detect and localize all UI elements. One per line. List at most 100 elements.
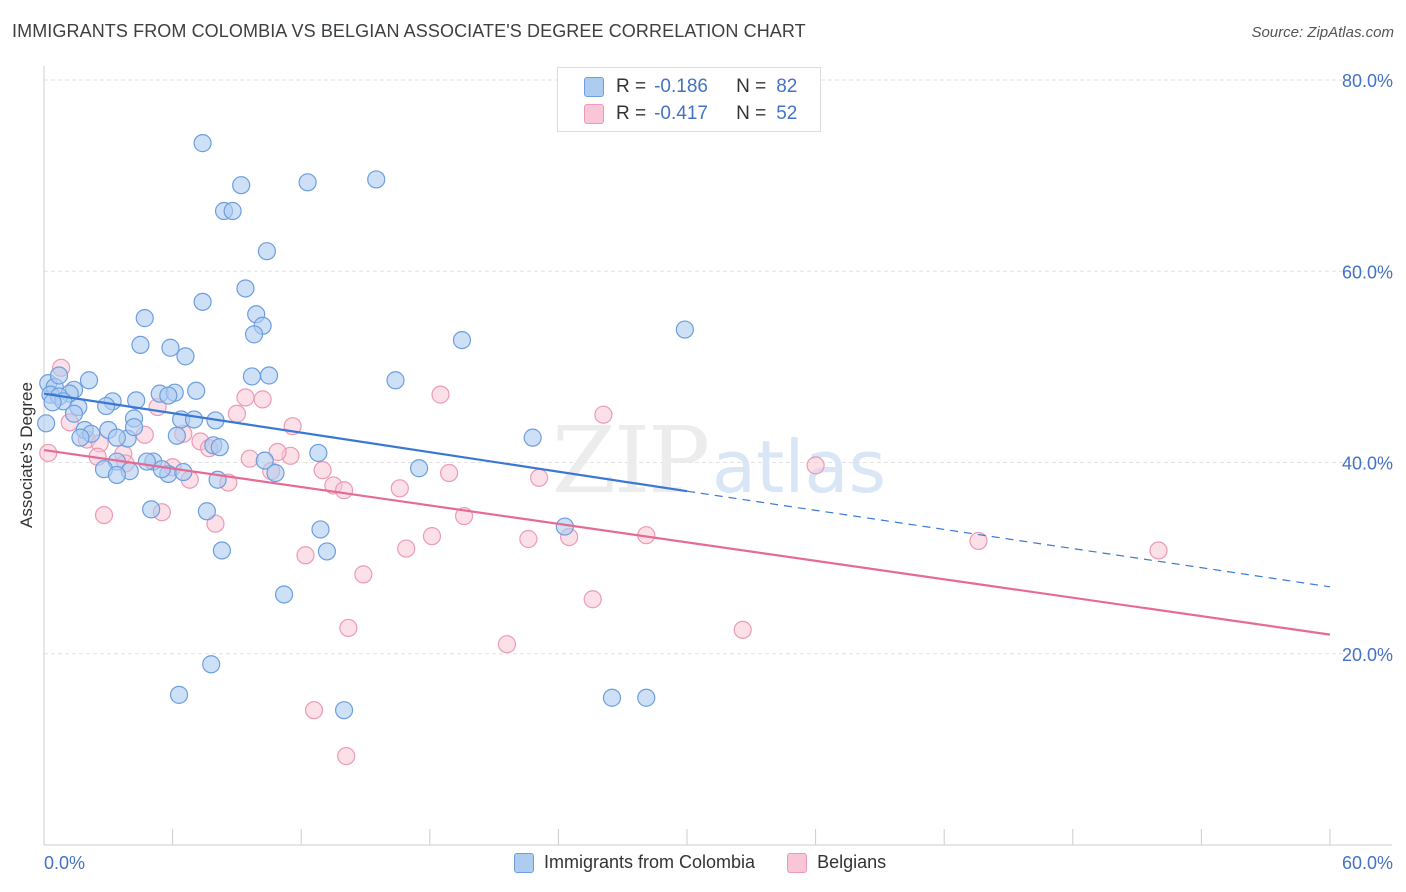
trend-lines bbox=[43, 392, 1331, 636]
n-label: N = bbox=[736, 76, 767, 97]
legend-label: Belgians bbox=[817, 852, 887, 872]
data-point-belgians bbox=[268, 442, 287, 462]
data-point-colombia bbox=[223, 201, 242, 221]
data-point-colombia bbox=[187, 381, 206, 400]
r-value: -0.417 bbox=[654, 103, 708, 124]
trend-line-colombia-projection bbox=[686, 490, 1331, 588]
data-point-belgians bbox=[1149, 541, 1168, 560]
series-legend: Immigrants from Colombia Belgians bbox=[514, 852, 918, 873]
data-point-belgians bbox=[339, 618, 358, 638]
data-point-colombia bbox=[266, 463, 285, 483]
data-point-belgians bbox=[313, 461, 332, 480]
data-point-colombia bbox=[43, 393, 62, 412]
data-point-belgians bbox=[390, 479, 409, 498]
data-point-belgians bbox=[39, 443, 58, 463]
data-point-colombia bbox=[367, 170, 386, 189]
data-point-belgians bbox=[422, 527, 442, 546]
data-point-belgians bbox=[337, 746, 356, 766]
data-point-colombia bbox=[386, 371, 405, 390]
data-point-colombia bbox=[79, 371, 99, 390]
data-point-colombia bbox=[602, 688, 622, 707]
legend-label: Immigrants from Colombia bbox=[544, 852, 756, 872]
data-point-colombia bbox=[193, 134, 212, 153]
data-point-colombia bbox=[49, 366, 69, 385]
data-point-belgians bbox=[806, 456, 825, 475]
y-tick-label: 20.0% bbox=[1342, 645, 1393, 665]
data-point-belgians bbox=[530, 468, 549, 487]
data-point-colombia bbox=[184, 410, 204, 429]
r-value: -0.186 bbox=[654, 76, 708, 97]
belgians-swatch bbox=[584, 104, 604, 124]
data-point-colombia bbox=[409, 459, 429, 478]
data-point-colombia bbox=[244, 325, 264, 344]
data-point-colombia bbox=[236, 279, 255, 298]
data-point-colombia bbox=[452, 331, 472, 350]
data-point-colombia bbox=[298, 173, 317, 192]
data-point-colombia bbox=[64, 404, 84, 423]
data-point-colombia bbox=[309, 443, 328, 463]
x-tick-label: 60.0% bbox=[1342, 853, 1393, 873]
data-point-belgians bbox=[397, 539, 416, 558]
watermark-zip: ZIP bbox=[552, 407, 708, 514]
trend-line-colombia bbox=[43, 392, 688, 493]
y-tick-label: 60.0% bbox=[1342, 262, 1393, 282]
data-point-belgians bbox=[334, 481, 354, 500]
n-label: N = bbox=[736, 103, 767, 124]
data-point-colombia bbox=[232, 176, 251, 195]
r-label: R = bbox=[616, 103, 647, 124]
data-point-belgians bbox=[519, 529, 538, 549]
data-point-belgians bbox=[439, 463, 459, 483]
data-point-colombia bbox=[71, 428, 90, 447]
stats-row-colombia: R = -0.186 N = 82 bbox=[584, 74, 797, 100]
colombia-swatch bbox=[514, 852, 534, 873]
r-label: R = bbox=[616, 76, 647, 97]
data-point-colombia bbox=[167, 426, 186, 445]
data-point-colombia bbox=[317, 542, 337, 561]
legend-item-belgians: Belgians bbox=[787, 852, 886, 873]
tick-labels: 20.0% 40.0% 60.0% 80.0% 0.0% 60.0% bbox=[44, 71, 1393, 873]
colombia-swatch bbox=[584, 77, 604, 97]
data-point-belgians bbox=[594, 405, 613, 424]
watermark-atlas: atlas bbox=[712, 425, 886, 509]
data-point-colombia bbox=[107, 465, 126, 485]
data-point-colombia bbox=[135, 309, 154, 328]
data-point-colombia bbox=[523, 428, 542, 447]
source-note: Source: ZipAtlas.com bbox=[1251, 24, 1394, 41]
data-point-colombia bbox=[274, 585, 294, 604]
data-point-colombia bbox=[197, 502, 216, 521]
data-point-colombia bbox=[176, 347, 195, 366]
n-value: 52 bbox=[776, 103, 798, 124]
data-point-belgians bbox=[497, 635, 517, 654]
data-point-belgians bbox=[240, 449, 259, 468]
data-point-colombia bbox=[637, 688, 656, 707]
data-point-colombia bbox=[169, 685, 189, 704]
data-point-colombia bbox=[159, 386, 178, 405]
n-value: 82 bbox=[776, 76, 798, 97]
data-point-belgians bbox=[206, 514, 225, 533]
data-point-colombia bbox=[127, 391, 146, 410]
data-point-belgians bbox=[431, 385, 450, 404]
x-tick-label: 0.0% bbox=[44, 853, 85, 873]
belgians-swatch bbox=[787, 852, 808, 873]
data-point-colombia bbox=[311, 520, 330, 539]
data-point-colombia bbox=[259, 366, 279, 385]
data-point-colombia bbox=[210, 438, 229, 457]
data-point-colombia bbox=[137, 452, 156, 471]
data-point-colombia bbox=[334, 701, 354, 720]
data-point-belgians bbox=[733, 620, 752, 639]
data-point-belgians bbox=[236, 388, 255, 407]
stats-row-belgians: R = -0.417 N = 52 bbox=[584, 101, 797, 127]
y-tick-label: 80.0% bbox=[1342, 71, 1393, 91]
belgians-points bbox=[39, 358, 1168, 766]
legend-item-colombia: Immigrants from Colombia bbox=[514, 852, 755, 873]
data-point-belgians bbox=[354, 565, 373, 584]
data-point-colombia bbox=[124, 418, 144, 437]
chart-title: IMMIGRANTS FROM COLOMBIA VS BELGIAN ASSO… bbox=[12, 21, 806, 41]
stats-legend: R = -0.186 N = 82 R = -0.417 N = 52 bbox=[557, 67, 821, 132]
data-point-colombia bbox=[152, 460, 171, 479]
data-point-belgians bbox=[296, 546, 315, 565]
data-point-belgians bbox=[253, 390, 272, 409]
watermark: ZIP atlas bbox=[552, 407, 886, 514]
data-point-colombia bbox=[174, 462, 193, 482]
